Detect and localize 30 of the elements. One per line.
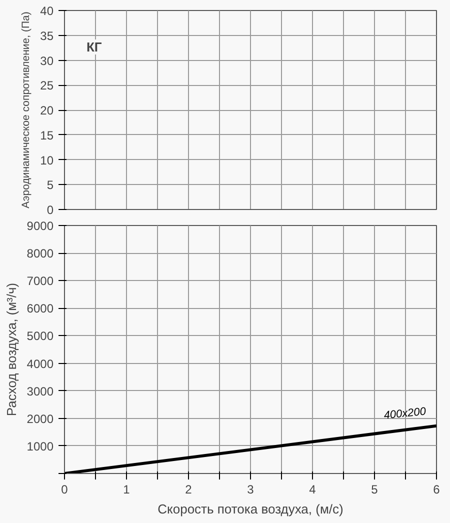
x-tick-label: 6 [433,482,440,496]
x-tick-label: 5 [371,482,378,496]
y-tick-label: 40 [40,4,54,18]
y-tick-label: 7000 [26,274,54,288]
y-tick-label: 35 [40,28,54,43]
y-tick-label: 3000 [26,384,54,398]
y-tick-label: 6000 [26,302,54,316]
y-tick-label: 9000 [26,219,54,233]
y-tick-label: 25 [40,78,54,93]
y-tick-label: 20 [40,104,54,118]
y-tick-label: 4000 [26,356,54,371]
y-tick-label: 2000 [26,412,54,426]
y-tick-label: 5000 [26,329,54,344]
x-axis-title: Скорость потока воздуха, (м/с) [158,502,344,516]
y-tick-label: 15 [40,128,54,142]
y-axis-title: Расход воздуха, (м³/ч) [4,282,19,416]
x-tick-label: 0 [61,482,68,496]
y-tick-label: 1000 [26,439,54,454]
y-tick-label: 10 [40,153,54,168]
annotation: КГ [86,40,102,54]
x-tick-label: 3 [247,482,254,496]
x-tick-label: 1 [123,482,130,496]
y-axis-title: Аэродинамическое сопротивление, (Па) [20,12,32,208]
y-tick-label: 0 [46,203,54,217]
y-tick-label: 8000 [26,246,54,261]
x-tick-label: 4 [309,482,316,496]
x-tick-label: 2 [185,482,192,496]
text: 400x200 [383,406,428,422]
y-tick-label: 5 [46,178,54,192]
y-tick-label: 30 [40,54,54,68]
